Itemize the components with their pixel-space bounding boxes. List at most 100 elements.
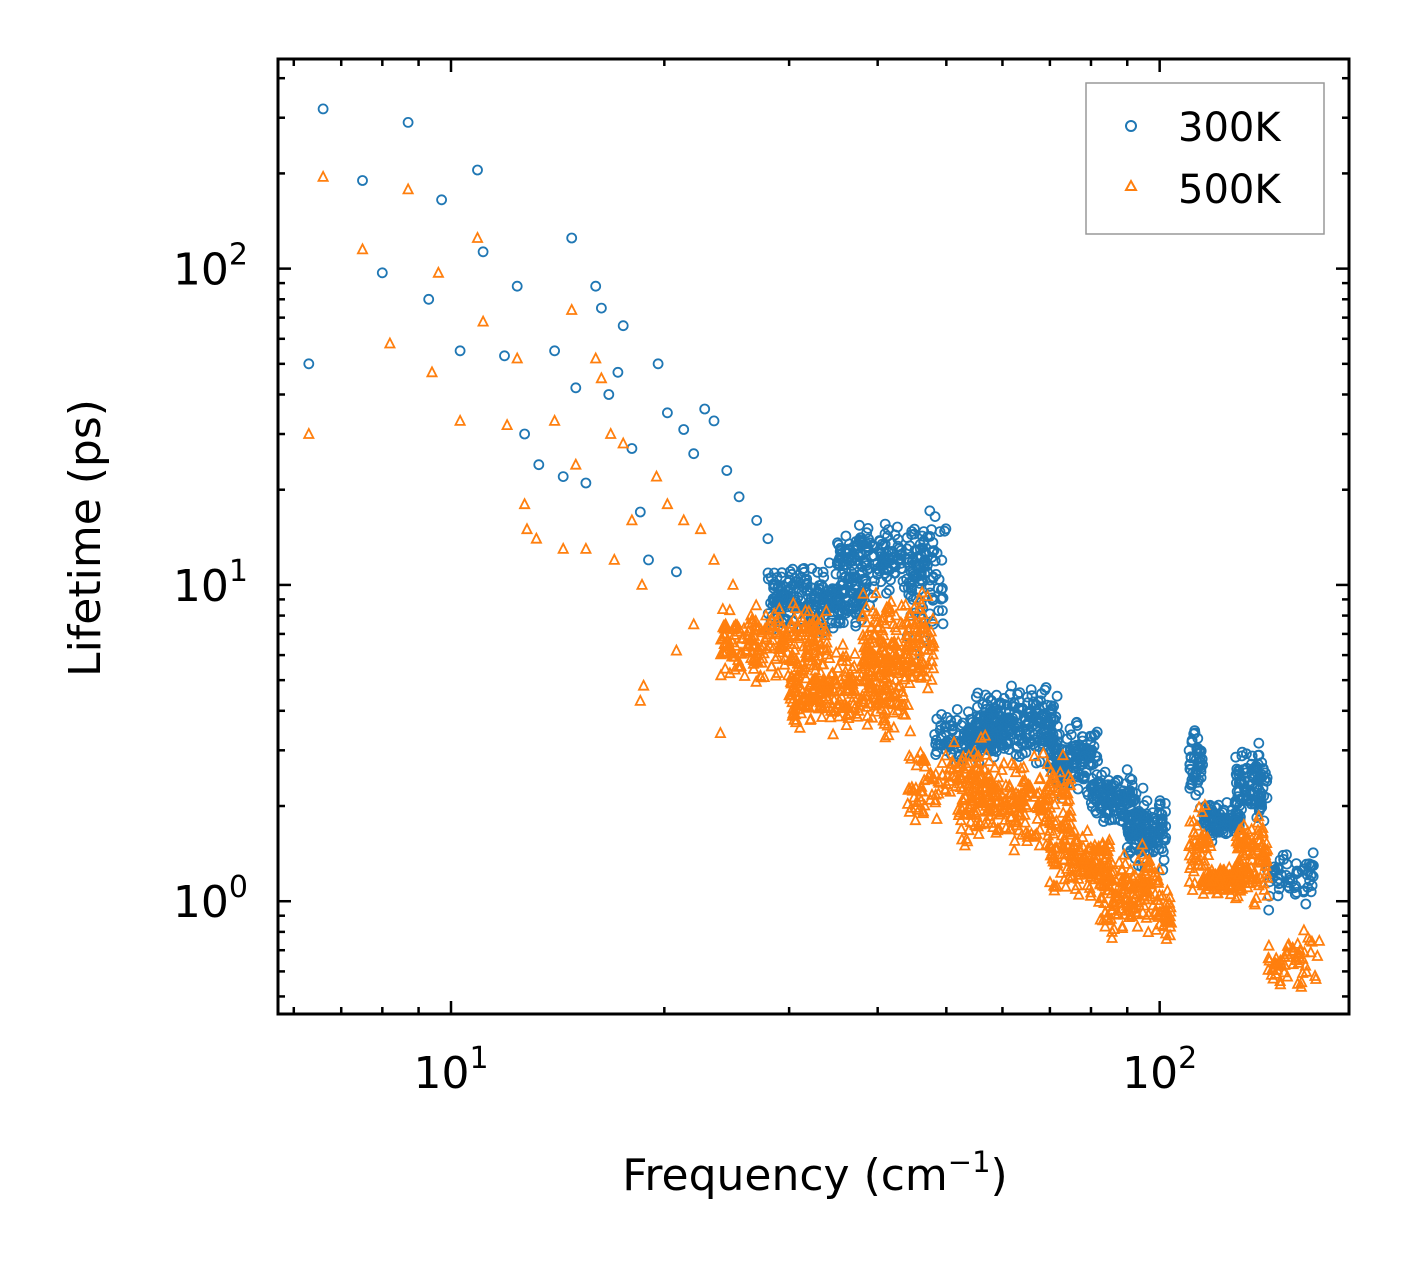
point-300k [957,717,969,729]
point-500k [816,657,829,670]
point-500k [861,709,874,721]
point-500k [765,659,778,672]
point-500k [815,710,828,722]
point-300k [1129,793,1141,805]
point-500k [924,766,937,779]
point-500k [650,469,663,482]
point-300k [1046,703,1058,714]
point-500k [1296,966,1309,978]
point-500k [986,787,999,800]
point-300k [980,689,991,701]
point-500k [557,541,570,554]
point-500k [1137,864,1150,876]
point-500k [958,838,971,851]
point-500k [1300,964,1313,977]
point-500k [1038,793,1051,806]
point-500k [1297,923,1310,936]
point-500k [970,782,983,794]
point-500k [784,675,797,687]
point-300k [1124,773,1136,784]
legend-label-500k: 500K [1178,167,1282,213]
point-300k [1214,816,1226,828]
point-500k [302,427,315,439]
point-300k [1054,728,1065,740]
point-500k [962,748,975,761]
point-500k [1053,787,1067,800]
point-500k [1131,919,1144,932]
point-500k [518,497,531,510]
point-500k [1071,878,1084,891]
point-300k [1253,737,1265,749]
point-500k [899,665,912,677]
point-500k [1136,847,1149,860]
point-300k [973,711,985,723]
point-500k [1033,822,1046,835]
point-500k [1246,846,1259,859]
point-500k [1202,848,1215,860]
point-300k [995,698,1006,710]
point-500k [735,646,749,658]
point-300k [987,720,998,732]
point-300k [1231,770,1243,782]
point-500k [803,689,816,702]
point-500k [1081,823,1094,836]
point-500k [1232,881,1245,894]
point-500k [948,735,961,748]
point-500k [970,760,983,773]
point-500k [879,644,892,656]
point-300k [1263,904,1275,916]
point-300k [1038,712,1050,724]
point-500k [1057,821,1070,834]
point-500k [1156,888,1169,901]
point-500k [785,620,798,633]
point-500k [902,782,915,795]
point-300k [906,556,918,568]
point-300k [1109,814,1121,825]
point-300k [1063,763,1074,775]
point-500k [989,780,1002,793]
point-500k [1016,800,1029,813]
point-500k [965,773,978,785]
point-500k [728,619,741,632]
point-500k [723,603,736,616]
point-500k [952,808,965,820]
point-500k [511,351,524,364]
point-500k [981,815,994,828]
point-300k [1016,705,1028,716]
point-300k [972,701,983,713]
point-500k [896,664,909,676]
point-500k [425,365,439,378]
point-500k [793,720,806,733]
point-300k [1158,854,1170,866]
point-500k [1190,818,1204,831]
point-300k [1010,749,1022,760]
point-300k [859,576,871,587]
y-tick-label: 102 [173,238,248,296]
point-300k [1069,740,1080,752]
point-500k [957,749,970,762]
point-500k [1095,874,1108,886]
point-500k [954,780,967,792]
point-500k [838,697,851,710]
point-500k [723,666,736,679]
point-500k [921,657,935,670]
point-300k [786,568,798,580]
data-points [302,103,1326,992]
point-500k [860,615,873,628]
point-300k [934,526,946,537]
point-300k [1035,695,1046,707]
point-500k [848,646,861,659]
point-300k [1154,798,1166,810]
point-300k [580,477,592,489]
point-300k [1300,898,1312,910]
point-500k [875,649,888,662]
point-300k [1257,782,1269,794]
point-500k [844,678,857,690]
point-500k [1130,878,1143,891]
point-500k [840,683,853,696]
point-300k [883,584,895,596]
point-300k [835,580,847,591]
point-300k [1250,760,1262,772]
point-500k [1123,893,1136,905]
